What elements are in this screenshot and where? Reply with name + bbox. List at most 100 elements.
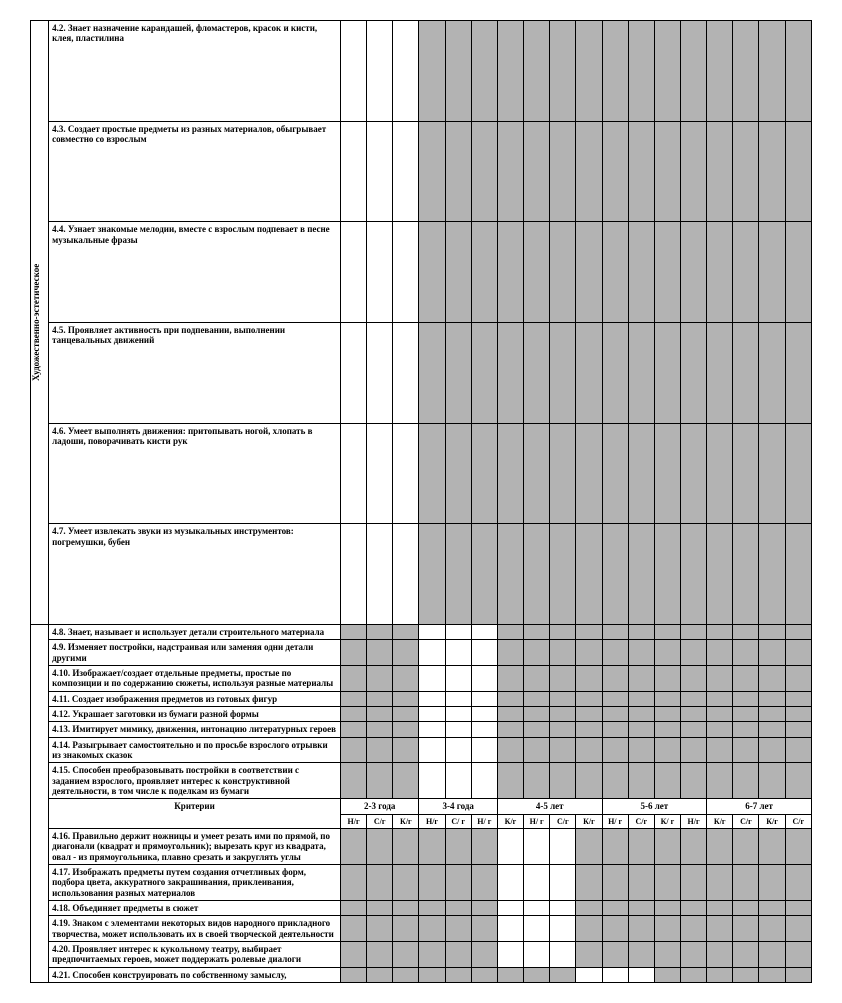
grid-cell [550,722,576,737]
grid-cell [576,967,602,982]
grid-cell [759,322,785,423]
grid-cell [654,967,680,982]
grid-cell [497,737,523,763]
grid-cell [681,640,707,666]
criteria-text: 4.3. Создает простые предметы из разных … [49,121,341,222]
grid-cell [785,222,811,323]
age-group-header: 6-7 лет [707,799,812,814]
grid-cell [445,967,471,982]
grid-cell [681,967,707,982]
criteria-text: 4.20. Проявляет интерес к кукольному теа… [49,942,341,968]
grid-cell [419,666,445,692]
grid-cell [340,21,366,122]
grid-cell [654,640,680,666]
grid-cell [471,121,497,222]
grid-cell [733,524,759,625]
grid-cell [759,524,785,625]
grid-cell [471,901,497,916]
grid-cell [393,901,419,916]
grid-cell [707,829,733,865]
grid-cell [524,640,550,666]
grid-cell [785,666,811,692]
grid-cell [628,21,654,122]
grid-cell [445,222,471,323]
grid-cell [471,967,497,982]
grid-cell [681,763,707,799]
grid-cell [628,707,654,722]
criteria-row: 4.15. Способен преобразовывать постройки… [31,763,812,799]
grid-cell [759,942,785,968]
grid-cell [445,640,471,666]
grid-cell [340,640,366,666]
grid-cell [340,829,366,865]
grid-cell [707,666,733,692]
grid-cell [576,722,602,737]
grid-cell [759,901,785,916]
grid-cell [707,763,733,799]
sub-header: Н/ г [524,814,550,828]
grid-cell [576,829,602,865]
grid-cell [524,901,550,916]
section-label-spacer [31,625,49,983]
grid-cell [602,967,628,982]
grid-cell [733,763,759,799]
grid-cell [707,722,733,737]
grid-cell [576,942,602,968]
criteria-row: 4.13. Имитирует мимику, движения, интона… [31,722,812,737]
grid-cell [707,21,733,122]
grid-cell [654,524,680,625]
grid-cell [367,865,393,901]
criteria-row: 4.12. Украшает заготовки из бумаги разно… [31,707,812,722]
criteria-row: 4.14. Разыгрывает самостоятельно и по пр… [31,737,812,763]
grid-cell [733,967,759,982]
criteria-text: 4.5. Проявляет активность при подпевании… [49,322,341,423]
grid-cell [785,322,811,423]
grid-cell [576,625,602,640]
grid-cell [497,222,523,323]
grid-cell [654,222,680,323]
grid-cell [681,865,707,901]
grid-cell [681,901,707,916]
grid-cell [393,121,419,222]
grid-cell [340,524,366,625]
grid-cell [681,222,707,323]
grid-cell [497,763,523,799]
grid-cell [602,691,628,706]
grid-cell [393,916,419,942]
grid-cell [628,942,654,968]
grid-cell [419,737,445,763]
grid-cell [471,21,497,122]
age-group-header: 5-6 лет [602,799,707,814]
grid-cell [497,901,523,916]
grid-cell [393,666,419,692]
grid-cell [759,763,785,799]
criteria-text: 4.7. Умеет извлекать звуки из музыкальны… [49,524,341,625]
grid-cell [654,865,680,901]
grid-cell [497,916,523,942]
grid-cell [759,423,785,524]
grid-cell [733,21,759,122]
grid-cell [550,967,576,982]
grid-cell [497,524,523,625]
grid-cell [471,916,497,942]
grid-cell [576,322,602,423]
grid-cell [681,737,707,763]
grid-cell [707,865,733,901]
sub-header: С/г [785,814,811,828]
criteria-text: 4.4. Узнает знакомые мелодии, вместе с в… [49,222,341,323]
grid-cell [602,865,628,901]
grid-cell [367,423,393,524]
grid-cell [576,901,602,916]
grid-cell [550,625,576,640]
grid-cell [602,722,628,737]
criteria-text: 4.8. Знает, называет и использует детали… [49,625,341,640]
grid-cell [445,625,471,640]
grid-cell [419,21,445,122]
grid-cell [759,707,785,722]
grid-cell [550,737,576,763]
grid-cell [445,666,471,692]
grid-cell [654,829,680,865]
grid-cell [681,829,707,865]
grid-cell [419,942,445,968]
grid-cell [733,737,759,763]
